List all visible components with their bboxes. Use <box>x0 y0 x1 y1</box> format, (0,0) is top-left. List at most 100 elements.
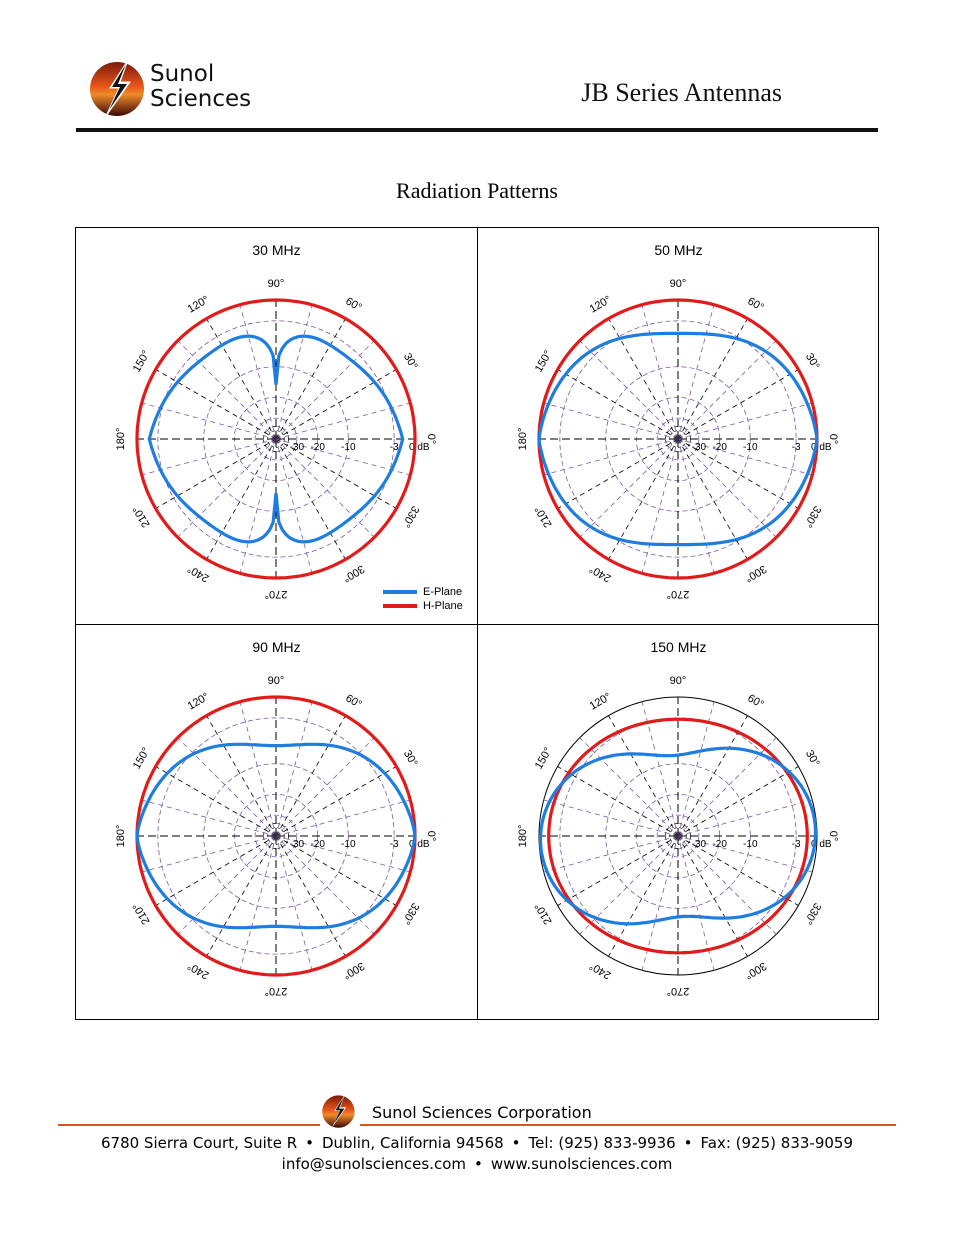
radial-line <box>543 402 679 440</box>
website-link[interactable]: www.sunolsciences.com <box>490 1155 673 1173</box>
polar-chart-50mhz: 0° 30° 60° 90° 120° 150° 180° 210° 240° 270° 300° 3… <box>517 278 839 600</box>
radial-tick-label: -3 <box>390 442 399 453</box>
angle-label: 60° <box>745 295 765 314</box>
radial-tick-label: 0 dB <box>811 839 832 850</box>
angle-label: 180° <box>517 428 529 451</box>
angle-label: 90° <box>268 278 285 290</box>
footer-company-name: Sunol Sciences Corporation <box>372 1103 592 1122</box>
h-plane-trace <box>135 298 417 580</box>
h-plane-trace <box>547 717 809 955</box>
radial-line <box>155 369 277 440</box>
angle-label: 60° <box>343 295 363 314</box>
polar-grid <box>137 300 415 578</box>
angle-label: 150° <box>131 746 153 772</box>
polar-grid <box>137 697 415 975</box>
footer-lightning-logo-icon <box>322 1094 355 1128</box>
radial-line <box>275 304 313 440</box>
radial-line <box>239 835 277 971</box>
angle-label: 0° <box>827 831 839 842</box>
radial-line <box>141 835 277 873</box>
inner-ring <box>669 430 687 448</box>
chart-panel-150mhz: 150 MHz 0° 30° 60° 90° 120° 150° 180° 210° 240° 2… <box>478 625 879 1021</box>
angle-label: 330° <box>801 901 823 927</box>
header-rule <box>76 128 878 132</box>
e-plane-trace <box>135 742 417 930</box>
radial-line <box>275 438 375 538</box>
angle-label: 30° <box>803 351 822 371</box>
angle-label: 240° <box>588 959 614 981</box>
radial-tick-label: -10 <box>743 839 758 850</box>
angle-label: 60° <box>343 692 363 711</box>
chart-panel-30mhz: 30 MHz 0° 30° 60° 90° 120° 150° 180° 210° 240° 27… <box>76 228 477 624</box>
polar-chart-30mhz: 0° 30° 60° 90° 120° 150° 180° 210° 240° 270° 300° 3… <box>115 278 437 600</box>
radial-line <box>275 766 397 837</box>
db-ring <box>157 320 395 558</box>
email-link[interactable]: info@sunolsciences.com <box>281 1155 467 1173</box>
logo-line2: Sciences <box>150 86 252 112</box>
angle-label: 120° <box>186 691 212 713</box>
angle-label: 180° <box>115 825 127 848</box>
chart-title: 30 MHz <box>252 242 301 258</box>
angle-label: 210° <box>131 504 153 530</box>
angle-label: 0° <box>425 434 437 445</box>
angle-label: 210° <box>131 901 153 927</box>
radial-line <box>177 438 277 538</box>
db-ring <box>254 814 298 858</box>
chart-title: 50 MHz <box>654 242 703 258</box>
telephone: Tel: (925) 833-9936 <box>528 1134 676 1152</box>
radial-line <box>677 340 777 440</box>
radial-line <box>206 715 277 837</box>
angle-label: 30° <box>401 351 420 371</box>
angle-label: 180° <box>115 428 127 451</box>
radial-line <box>677 799 813 837</box>
lightning-logo-icon <box>90 59 144 117</box>
chart-panel-50mhz: 50 MHz 0° 30° 60° 90° 120° 150° 180° 210° 240° 27… <box>478 228 879 624</box>
angle-label: 150° <box>533 746 555 772</box>
radial-line <box>239 304 277 440</box>
radial-line <box>275 369 397 440</box>
radial-tick-label: -10 <box>341 839 356 850</box>
radial-line <box>641 438 679 574</box>
radial-line <box>275 835 313 971</box>
radial-line <box>557 766 679 837</box>
footer-address: 6780 Sierra Court, Suite R • Dublin, Calif… <box>100 1134 853 1173</box>
angle-label: 150° <box>533 349 555 375</box>
angle-label: 270° <box>667 588 690 600</box>
angle-label: 240° <box>186 562 212 584</box>
radial-line <box>677 715 748 837</box>
db-ring <box>254 417 298 461</box>
radial-line <box>579 340 679 440</box>
angle-label: 120° <box>588 294 614 316</box>
radial-line <box>677 438 777 538</box>
angle-label: 300° <box>743 959 769 981</box>
angle-label: 30° <box>401 748 420 768</box>
radial-line <box>206 835 277 957</box>
radial-line <box>177 340 277 440</box>
radial-line <box>155 835 277 906</box>
db-ring <box>157 717 395 955</box>
radial-line <box>543 438 679 476</box>
radial-tick-label: -3 <box>390 839 399 850</box>
chart-title: 150 MHz <box>650 639 707 655</box>
chart-panel-90mhz: 90 MHz 0° 30° 60° 90° 120° 150° 180° 210° 240° 27… <box>76 625 477 1021</box>
company-logo: Sunol Sciences <box>88 58 268 120</box>
angle-label: 150° <box>131 349 153 375</box>
angle-label: 210° <box>533 901 555 927</box>
radial-line <box>641 304 679 440</box>
angle-label: 0° <box>425 831 437 842</box>
angle-label: 270° <box>265 588 288 600</box>
db-ring <box>656 417 700 461</box>
radial-tick-label: -10 <box>743 442 758 453</box>
radial-line <box>608 438 679 560</box>
grid-divider-horizontal <box>76 624 878 625</box>
logo-line1: Sunol <box>150 61 215 87</box>
radial-tick-label: -3 <box>792 442 801 453</box>
angle-label: 330° <box>399 901 421 927</box>
radial-line <box>677 438 715 574</box>
inner-ring <box>267 430 285 448</box>
radial-line <box>677 369 799 440</box>
angle-label: 180° <box>517 825 529 848</box>
angle-label: 0° <box>827 434 839 445</box>
footer-rule-right <box>360 1124 896 1126</box>
legend-item-h-plane: H-Plane <box>383 599 463 613</box>
